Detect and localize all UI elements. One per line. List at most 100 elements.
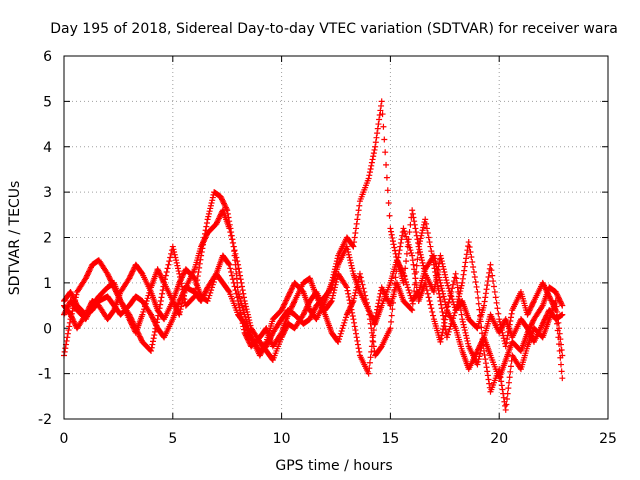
data-point-track-c xyxy=(353,330,360,337)
data-point-track-d xyxy=(558,301,565,308)
data-point-track-a xyxy=(490,278,497,285)
data-point-track-b xyxy=(349,299,356,306)
data-point-track-c xyxy=(459,275,466,282)
data-point-track-b xyxy=(128,271,135,278)
data-point-track-c xyxy=(482,360,489,367)
data-point-track-c xyxy=(416,240,423,247)
data-point-track-a xyxy=(403,250,410,257)
data-point-track-d xyxy=(396,262,403,269)
data-point-track-c xyxy=(234,258,241,265)
data-point-track-a xyxy=(206,208,213,215)
data-point-track-c xyxy=(283,324,290,331)
data-point-track-a xyxy=(442,274,449,281)
y-tick-label: -2 xyxy=(38,412,52,428)
data-point-track-a xyxy=(489,272,496,279)
data-point-track-d xyxy=(264,342,271,349)
data-point-track-b xyxy=(204,298,211,305)
data-point-track-c xyxy=(463,255,470,262)
data-point-track-c xyxy=(506,374,513,381)
data-point-track-a xyxy=(386,212,393,219)
data-point-track-c xyxy=(413,268,420,275)
data-point-track-c xyxy=(437,298,444,305)
data-point-track-a xyxy=(383,174,390,181)
data-point-track-b xyxy=(450,281,457,288)
data-point-track-d xyxy=(527,324,534,331)
data-point-track-c xyxy=(475,294,482,301)
data-point-track-d xyxy=(556,295,563,302)
data-point-track-d xyxy=(397,263,404,270)
data-point-track-a xyxy=(195,268,202,275)
data-point-track-b xyxy=(457,307,464,314)
data-point-track-b xyxy=(439,329,446,336)
data-point-track-a xyxy=(366,169,373,176)
data-point-track-a xyxy=(350,243,357,250)
data-point-track-a xyxy=(218,196,225,203)
data-point-track-b xyxy=(345,307,352,314)
data-point-track-c xyxy=(356,348,363,355)
data-point-track-c xyxy=(62,308,69,315)
data-point-track-c xyxy=(471,273,478,280)
data-point-track-b xyxy=(206,292,213,299)
data-point-track-a xyxy=(63,337,70,344)
data-point-track-c xyxy=(239,287,246,294)
data-point-track-a xyxy=(207,202,214,209)
data-point-track-d xyxy=(309,310,316,317)
data-point-track-c xyxy=(423,225,430,232)
data-point-track-a xyxy=(163,268,170,275)
data-point-track-b xyxy=(423,283,430,290)
data-point-track-c xyxy=(505,385,512,392)
y-tick-label: 6 xyxy=(43,49,52,65)
data-point-track-b xyxy=(425,294,432,301)
data-point-track-d xyxy=(525,327,532,334)
data-point-track-c xyxy=(454,298,461,305)
data-point-track-c xyxy=(302,307,309,314)
data-point-track-b xyxy=(350,298,357,305)
data-point-track-c xyxy=(215,215,222,222)
data-point-track-d xyxy=(177,295,184,302)
data-point-track-c xyxy=(344,287,351,294)
data-point-track-b xyxy=(244,336,251,343)
data-point-track-a xyxy=(406,229,413,236)
data-point-track-d xyxy=(312,305,319,312)
data-point-track-d xyxy=(343,243,350,250)
data-point-track-a xyxy=(207,205,214,212)
data-point-track-d xyxy=(70,294,77,301)
data-point-track-c xyxy=(240,294,247,301)
data-point-track-b xyxy=(343,314,350,321)
data-point-track-c xyxy=(237,276,244,283)
data-point-track-a xyxy=(284,294,291,301)
data-point-track-a xyxy=(171,251,178,258)
data-point-track-d xyxy=(267,333,274,340)
data-point-track-c xyxy=(442,327,449,334)
data-point-track-d xyxy=(395,261,402,268)
data-point-track-a xyxy=(83,273,90,280)
data-point-track-c xyxy=(171,300,178,307)
data-point-track-c xyxy=(365,370,372,377)
data-point-track-a xyxy=(278,307,285,314)
data-point-track-c xyxy=(413,262,420,269)
data-point-track-c xyxy=(435,287,442,294)
data-point-track-c xyxy=(126,316,133,323)
data-point-track-c xyxy=(482,356,489,363)
data-point-track-a xyxy=(151,328,158,335)
data-point-track-d xyxy=(308,313,315,320)
data-point-track-a xyxy=(443,277,450,284)
data-point-track-b xyxy=(359,281,366,288)
data-point-track-c xyxy=(244,308,251,315)
data-point-track-d xyxy=(344,246,351,253)
data-point-track-b xyxy=(336,336,343,343)
data-point-track-c xyxy=(445,328,452,335)
data-point-track-d xyxy=(415,289,422,296)
data-point-track-a xyxy=(65,327,72,334)
data-point-track-a xyxy=(502,343,509,350)
data-point-track-c xyxy=(473,283,480,290)
data-point-track-d xyxy=(246,331,253,338)
data-point-track-d xyxy=(439,288,446,295)
data-point-track-a xyxy=(222,203,229,210)
data-point-track-a xyxy=(217,193,224,200)
data-point-track-c xyxy=(144,295,151,302)
data-point-track-c xyxy=(502,402,509,409)
data-point-track-b xyxy=(71,319,78,326)
data-point-track-d xyxy=(202,289,209,296)
